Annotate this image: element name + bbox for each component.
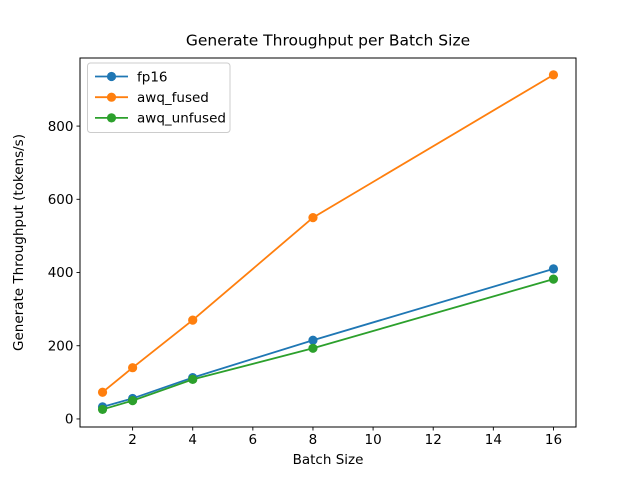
series-marker-awq_unfused <box>97 404 108 415</box>
legend-marker-awq_fused <box>106 92 117 102</box>
legend-label-awq_fused: awq_fused <box>137 90 209 106</box>
x-tick-label: 12 <box>425 432 442 448</box>
series-marker-awq_fused <box>97 387 108 397</box>
x-tick-label: 8 <box>309 432 318 448</box>
legend-label-fp16: fp16 <box>137 69 168 85</box>
series-marker-awq_unfused <box>308 343 318 353</box>
x-tick-label: 4 <box>188 432 197 448</box>
y-tick-label: 800 <box>48 119 74 135</box>
x-tick-label: 14 <box>485 432 502 448</box>
series-marker-awq_fused <box>128 363 138 373</box>
series-marker-awq_unfused <box>188 374 198 385</box>
legend-marker-awq_unfused <box>106 113 117 123</box>
y-tick-label: 600 <box>48 192 74 208</box>
x-tick-label: 10 <box>364 432 381 448</box>
y-tick-label: 400 <box>48 265 74 281</box>
legend-marker-fp16 <box>106 71 117 82</box>
series-line-awq_unfused <box>101 278 555 411</box>
legend-label-awq_unfused: awq_unfused <box>137 111 226 127</box>
x-axis-label: Batch Size <box>293 452 364 468</box>
x-tick-label: 16 <box>545 432 562 448</box>
y-axis-label: Generate Throughput (tokens/s) <box>11 134 27 351</box>
y-tick-label: 200 <box>48 338 74 354</box>
series-marker-awq_unfused <box>128 396 138 406</box>
series-marker-fp16 <box>308 335 318 345</box>
chart-title: Generate Throughput per Batch Size <box>186 32 470 50</box>
series-marker-awq_fused <box>308 213 318 223</box>
series-marker-fp16 <box>548 264 559 274</box>
series-marker-awq_fused <box>548 70 559 80</box>
series-marker-awq_fused <box>188 315 198 325</box>
x-tick-label: 6 <box>249 432 258 448</box>
plot-frame <box>79 57 577 428</box>
legend-box <box>87 62 231 133</box>
series-marker-awq_unfused <box>548 274 559 284</box>
x-tick-label: 2 <box>128 432 137 448</box>
y-tick-label: 0 <box>65 412 74 428</box>
